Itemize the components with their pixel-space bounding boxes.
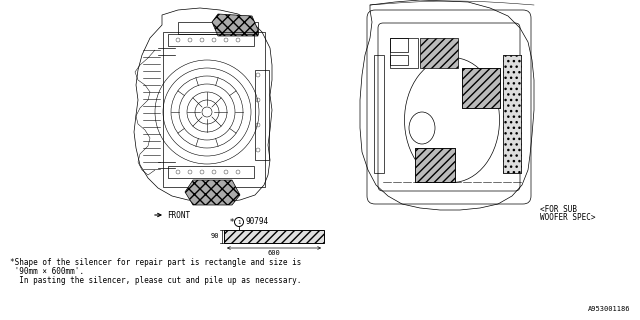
Text: 90794: 90794: [245, 218, 268, 227]
Bar: [415, 148, 455, 182]
Bar: [462, 68, 500, 108]
Text: *Shape of the silencer for repair part is rectangle and size is: *Shape of the silencer for repair part i…: [10, 258, 301, 267]
Text: <FOR SUB: <FOR SUB: [540, 205, 577, 214]
Bar: [168, 34, 254, 46]
Bar: [178, 22, 258, 34]
Polygon shape: [185, 180, 240, 205]
Bar: [374, 55, 384, 173]
Text: '90mm × 600mm'.: '90mm × 600mm'.: [10, 267, 84, 276]
Text: *: *: [230, 218, 234, 227]
Polygon shape: [462, 68, 500, 108]
Bar: [224, 230, 324, 243]
Polygon shape: [415, 148, 455, 182]
Bar: [390, 38, 418, 68]
Text: 90: 90: [211, 234, 219, 239]
Text: WOOFER SPEC>: WOOFER SPEC>: [540, 213, 595, 222]
Bar: [390, 55, 408, 65]
Bar: [503, 55, 521, 173]
Text: FRONT: FRONT: [167, 211, 190, 220]
Text: 600: 600: [268, 250, 280, 256]
Polygon shape: [503, 55, 521, 173]
Text: 1: 1: [237, 220, 241, 225]
Bar: [163, 32, 265, 187]
Text: A953001186: A953001186: [588, 306, 630, 312]
Bar: [168, 166, 254, 178]
Bar: [390, 38, 408, 52]
Polygon shape: [212, 14, 258, 36]
Bar: [255, 70, 269, 160]
Text: In pasting the silencer, please cut and pile up as necessary.: In pasting the silencer, please cut and …: [10, 276, 301, 285]
Polygon shape: [420, 38, 458, 68]
